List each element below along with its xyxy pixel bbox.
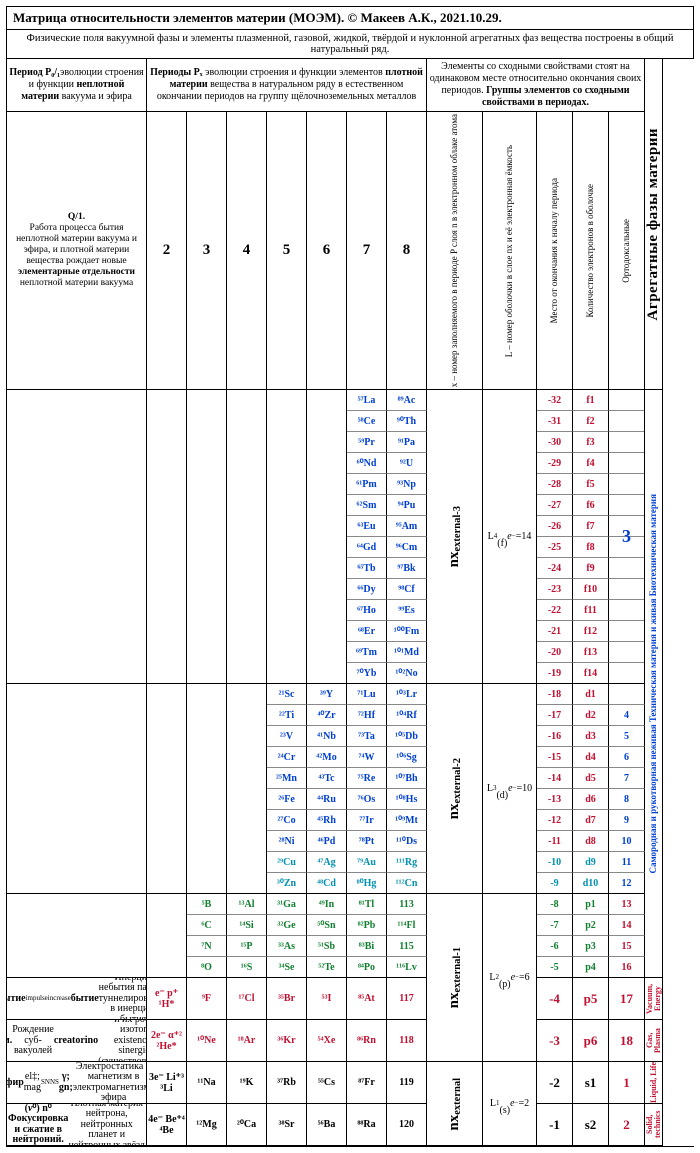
element-cell: ²⁵Mn — [267, 768, 307, 789]
element-cell: ⁵¹Sb — [307, 936, 347, 957]
element-cell: ⁸³Bi — [347, 936, 387, 957]
element-cell: ⁴⁹In — [307, 894, 347, 915]
element-cell: ²⁷Co — [267, 810, 307, 831]
element-cell: ⁶⁹Tm — [347, 642, 387, 663]
element-cell: ⁴²Mo — [307, 747, 347, 768]
element-cell: ⁴⁵Rh — [307, 810, 347, 831]
element-cell: ¹⁰²No — [387, 663, 427, 684]
body-grid: ⁵⁷La⁸⁹Ac-32f1⁵⁸Ce⁹⁰Th-31f2⁵⁹Pr⁹¹Pa-30f3⁶… — [6, 390, 694, 1147]
element-cell: ⁷⁶Os — [347, 789, 387, 810]
element-cell: ¹¹⁰Ds — [387, 831, 427, 852]
element-cell: ⁷²Hf — [347, 705, 387, 726]
element-cell: ⁸⁴Po — [347, 957, 387, 978]
element-cell: ⁸⁰Hg — [347, 873, 387, 894]
page-subtitle: Физические поля вакуумной фазы и элемент… — [6, 30, 694, 59]
element-cell: ¹⁰⁹Mt — [387, 810, 427, 831]
element-cell: ⁵B — [187, 894, 227, 915]
element-cell: ¹⁰⁷Bh — [387, 768, 427, 789]
element-cell: ⁶¹Pm — [347, 474, 387, 495]
element-cell: ¹⁶S — [227, 957, 267, 978]
page-title: Матрица относительности элементов матери… — [6, 6, 694, 30]
element-cell: ¹⁰⁵Db — [387, 726, 427, 747]
element-cell: ⁹⁹Es — [387, 600, 427, 621]
element-cell: ²⁶Fe — [267, 789, 307, 810]
element-cell: ¹³Al — [227, 894, 267, 915]
element-cell: ⁷⁵Re — [347, 768, 387, 789]
element-cell: ¹⁴Si — [227, 915, 267, 936]
element-cell: ⁹²U — [387, 453, 427, 474]
element-cell: ⁹¹Pa — [387, 432, 427, 453]
element-cell: ¹⁰³Lr — [387, 684, 427, 705]
element-cell: ⁶³Eu — [347, 516, 387, 537]
element-cell: ¹⁰⁴Rf — [387, 705, 427, 726]
element-cell: ⁶⁶Dy — [347, 579, 387, 600]
element-cell: ⁶⁷Ho — [347, 600, 387, 621]
element-cell: ⁹⁶Cm — [387, 537, 427, 558]
element-cell: ³⁰Zn — [267, 873, 307, 894]
element-cell: ⁷³Ta — [347, 726, 387, 747]
element-cell: ⁶⁰Nd — [347, 453, 387, 474]
element-cell: ³¹Ga — [267, 894, 307, 915]
element-cell: ¹¹⁴Fl — [387, 915, 427, 936]
element-cell: 115 — [387, 936, 427, 957]
element-cell: ⁶C — [187, 915, 227, 936]
element-cell: ⁵²Te — [307, 957, 347, 978]
element-cell: ⁷⁹Au — [347, 852, 387, 873]
element-cell: ²⁴Cr — [267, 747, 307, 768]
element-cell: ⁶⁵Tb — [347, 558, 387, 579]
element-cell: ⁹⁸Cf — [387, 579, 427, 600]
element-cell: ¹¹⁶Lv — [387, 957, 427, 978]
element-cell: ⁵⁷La — [347, 390, 387, 411]
element-cell: ⁴⁶Pd — [307, 831, 347, 852]
element-cell: ⁷⁰Yb — [347, 663, 387, 684]
element-cell: ⁹⁰Th — [387, 411, 427, 432]
element-cell: ¹¹¹Rg — [387, 852, 427, 873]
element-cell: ²⁹Cu — [267, 852, 307, 873]
element-cell: ⁴³Tc — [307, 768, 347, 789]
element-cell: ⁹⁴Pu — [387, 495, 427, 516]
element-cell: ⁷⁸Pt — [347, 831, 387, 852]
element-cell: ¹⁰⁰Fm — [387, 621, 427, 642]
element-cell: ⁸⁹Ac — [387, 390, 427, 411]
element-cell: ⁸²Pb — [347, 915, 387, 936]
element-cell: ³²Ge — [267, 915, 307, 936]
element-cell: ⁵⁸Ce — [347, 411, 387, 432]
element-cell: ¹⁵P — [227, 936, 267, 957]
element-cell: ²²Ti — [267, 705, 307, 726]
element-cell: ⁷⁴W — [347, 747, 387, 768]
element-cell: ⁴⁷Ag — [307, 852, 347, 873]
element-cell: ¹¹²Cn — [387, 873, 427, 894]
element-cell: ²⁸Ni — [267, 831, 307, 852]
element-cell: ⁴⁰Zr — [307, 705, 347, 726]
element-cell: ⁵⁰Sn — [307, 915, 347, 936]
element-cell: ¹⁰⁸Hs — [387, 789, 427, 810]
element-cell: ¹⁰⁶Sg — [387, 747, 427, 768]
element-cell: ⁵⁹Pr — [347, 432, 387, 453]
element-cell: ⁴⁴Ru — [307, 789, 347, 810]
element-cell: ²¹Sc — [267, 684, 307, 705]
element-cell: 113 — [387, 894, 427, 915]
element-cell: ³³As — [267, 936, 307, 957]
element-cell: ²³V — [267, 726, 307, 747]
element-cell: ⁷N — [187, 936, 227, 957]
element-cell: ¹⁰¹Md — [387, 642, 427, 663]
element-cell: ⁹³Np — [387, 474, 427, 495]
element-cell: ³⁹Y — [307, 684, 347, 705]
element-cell: ⁹⁷Bk — [387, 558, 427, 579]
element-cell: ⁴¹Nb — [307, 726, 347, 747]
element-cell: ⁸¹Tl — [347, 894, 387, 915]
element-cell: ⁶²Sm — [347, 495, 387, 516]
element-cell: ⁹⁵Am — [387, 516, 427, 537]
header-grid: Период P₀/₁эволюции строения и функции н… — [6, 59, 694, 390]
element-cell: ⁸O — [187, 957, 227, 978]
element-cell: ⁶⁸Er — [347, 621, 387, 642]
element-cell: ⁶⁴Gd — [347, 537, 387, 558]
element-cell: ⁴⁸Cd — [307, 873, 347, 894]
element-cell: ⁷¹Lu — [347, 684, 387, 705]
element-cell: ⁷⁷Ir — [347, 810, 387, 831]
element-cell: ³⁴Se — [267, 957, 307, 978]
